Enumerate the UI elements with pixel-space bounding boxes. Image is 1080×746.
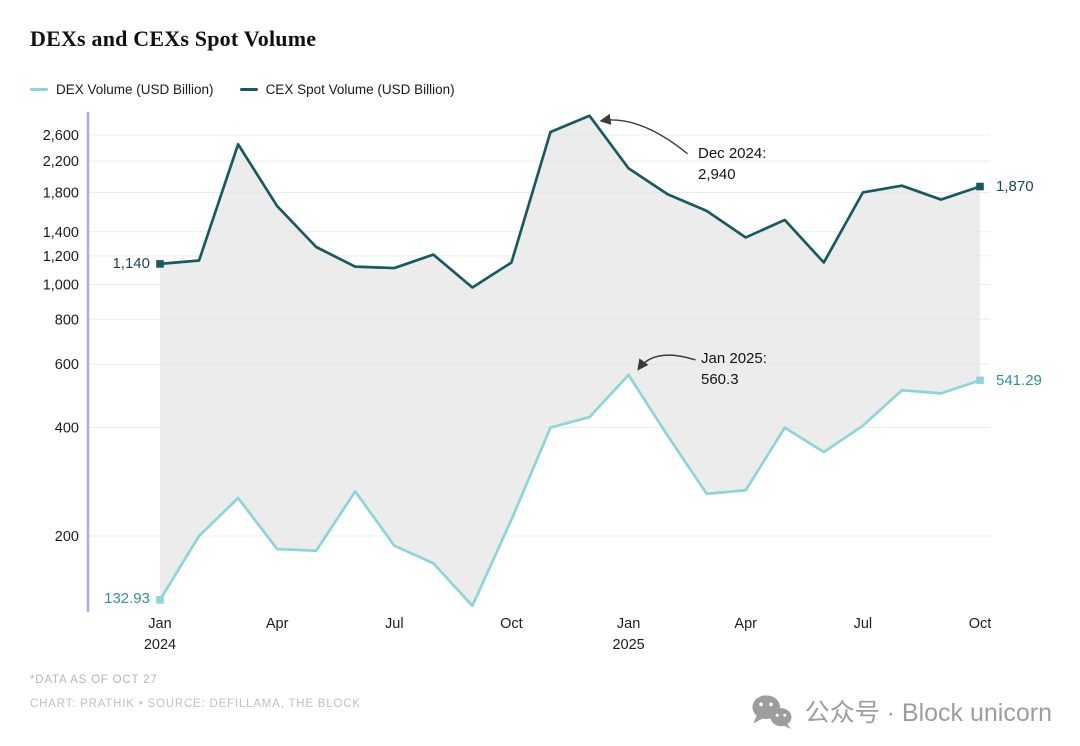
dex-peak-annotation: Jan 2025: 560.3 [701,348,767,390]
y-tick-label: 1,200 [43,249,79,265]
x-tick-label: Oct [500,616,523,632]
y-tick-label: 600 [55,357,79,373]
band-between-lines [160,115,980,606]
y-tick-label: 1,400 [43,225,79,241]
legend-label-cex: CEX Spot Volume (USD Billion) [265,82,455,97]
legend-label-dex: DEX Volume (USD Billion) [56,82,214,97]
dex-end-marker [976,376,984,385]
dex-peak-annotation-line2: 560.3 [701,371,739,388]
chart-source-note: CHART: PRATHIK • SOURCE: DEFILLAMA, THE … [30,698,361,710]
dex-line-swatch-icon [30,87,48,92]
cex-peak-annotation-line1: Dec 2024: [698,145,767,162]
watermark-text: 公众号 · Block unicorn [804,699,1052,727]
cex-peak-arrow [599,113,688,155]
chart-title: DEXs and CEXs Spot Volume [30,26,317,51]
x-tick-label: Apr [266,616,289,632]
x-tick-label: Jul [385,616,404,632]
cex-line [158,114,982,289]
cex-peak-annotation-line2: 2,940 [698,166,736,183]
dex-peak-annotation-line1: Jan 2025: [701,350,767,367]
y-tick-label: 2,200 [43,154,79,170]
legend-item-dex: DEX Volume (USD Billion) [30,82,214,97]
y-tick-label: 1,000 [43,277,79,293]
cex-end-value-label: 1,870 [996,178,1034,195]
dex-end-value-label: 541.29 [996,372,1042,389]
y-tick-label: 400 [55,421,79,437]
y-tick-label: 200 [55,529,79,545]
cex-start-marker [156,260,164,268]
legend-item-cex: CEX Spot Volume (USD Billion) [239,82,455,97]
dex-start-marker [156,596,164,604]
x-tick-year-label: 2024 [144,637,176,653]
x-tick-label: Jan [148,616,171,632]
x-tick-year-label: 2025 [612,637,644,653]
cex-end-marker [976,182,984,191]
x-tick-label: Oct [969,616,992,632]
dex-line [158,373,982,608]
y-tick-label: 800 [55,312,79,328]
cex-line-swatch-icon [239,87,258,92]
x-tick-label: Jul [854,616,873,632]
cex-start-value-label: 1,140 [112,255,150,272]
x-tick-label: Apr [734,616,757,632]
dex-peak-arrow [637,354,696,371]
wechat-icon [752,695,792,730]
dex-start-value-label: 132.93 [104,590,150,607]
data-as-of-note: *DATA AS OF OCT 27 [30,674,158,686]
x-tick-label: Jan [617,616,640,632]
y-tick-label: 2,600 [43,128,79,144]
y-tick-label: 1,800 [43,185,79,201]
watermark: 公众号 · Block unicorn [748,692,1052,730]
cex-peak-annotation: Dec 2024: 2,940 [698,143,766,185]
legend: DEX Volume (USD Billion) CEX Spot Volume… [30,82,455,97]
